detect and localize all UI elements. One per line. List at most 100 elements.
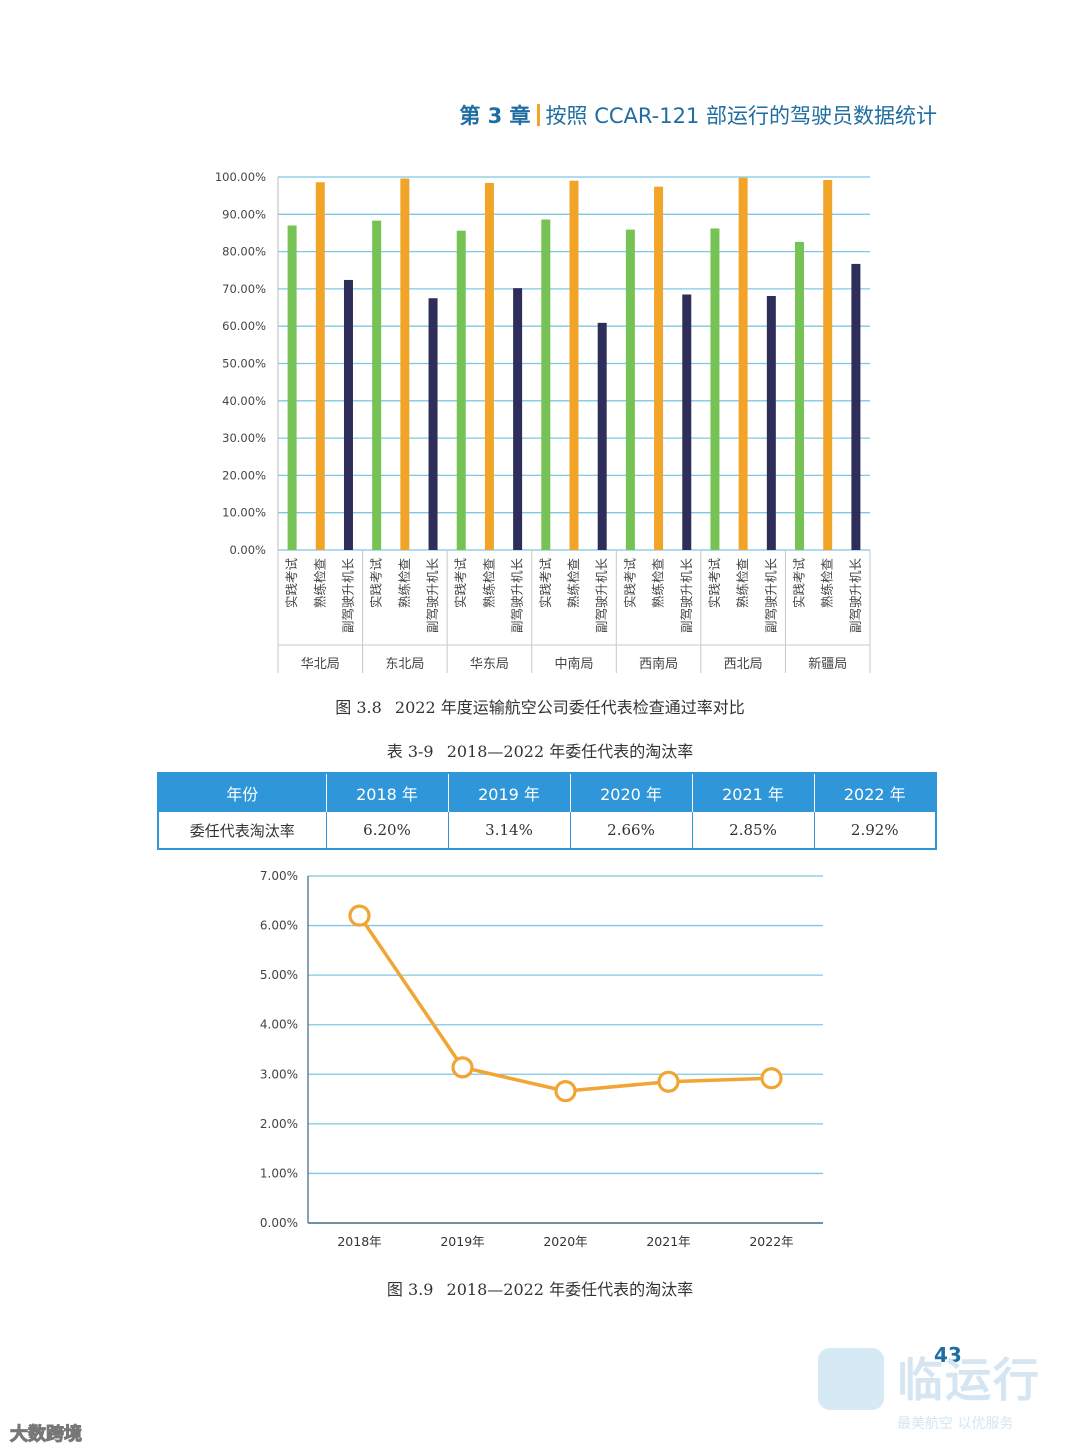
page-number: 43 — [934, 1343, 962, 1367]
bar-proficiency-check — [315, 182, 325, 551]
bar-practical-exam — [372, 220, 382, 550]
bar-series-label: 副驾驶升机长 — [340, 558, 355, 634]
bar-series-label: 熟练检查 — [312, 558, 327, 609]
line-point — [657, 1070, 680, 1093]
table-header-cell: 2021 年 — [692, 773, 815, 812]
line-point — [451, 1056, 474, 1079]
bar-chart-pass-rate: 0.00% 10.00% 20.00% 30.00% 40.00% 50.00% 60.00… — [215, 170, 871, 673]
bar-series-label: 实践考试 — [792, 558, 807, 609]
line-point — [760, 1067, 783, 1090]
bar-series-label: 副驾驶升机长 — [679, 558, 694, 634]
bar-y-tick-label: 10.00% — [222, 506, 266, 520]
bar-series-label: 熟练检查 — [651, 558, 666, 609]
bar-series-label: 实践考试 — [622, 558, 637, 609]
bar-practical-exam — [795, 241, 805, 550]
line-chart-elimination-rate: 0.00% 1.00% 2.00% 3.00% 4.00% 5.00% 6.00% 7.00%… — [260, 869, 823, 1249]
table-3-9-caption: 表 3-9 2018—2022 年委任代表的淘汰率 — [0, 738, 1080, 762]
line-x-tick-label: 2021年 — [646, 1234, 690, 1249]
table-header-cell: 2019 年 — [448, 773, 571, 812]
table-cell: 6.20% — [325, 811, 449, 850]
line-y-tick-label: 4.00% — [260, 1018, 298, 1032]
table-header-cell: 2018 年 — [326, 773, 449, 812]
bar-series-label: 实践考试 — [284, 558, 299, 609]
bar-y-tick-label: 0.00% — [229, 543, 266, 557]
line-point — [348, 904, 371, 927]
bar-group-label: 西北局 — [724, 657, 763, 672]
bar-proficiency-check — [569, 180, 579, 551]
line-x-tick-label: 2018年 — [337, 1234, 381, 1249]
bar-proficiency-check — [823, 179, 833, 550]
bar-y-tick-label: 70.00% — [222, 282, 266, 296]
bar-series-label: 熟练检查 — [566, 558, 581, 609]
bar-captain-upgrade — [851, 263, 861, 550]
figure-3-9-number: 图 3.9 — [386, 1280, 434, 1299]
bar-captain-upgrade — [513, 288, 523, 550]
figure-3-8-text: 2022 年度运输航空公司委任代表检查通过率对比 — [394, 698, 745, 717]
bar-captain-upgrade — [766, 295, 776, 550]
table-cell: 3.14% — [447, 811, 571, 850]
table-header-cell: 2020 年 — [570, 773, 693, 812]
bar-series-label: 副驾驶升机长 — [510, 558, 525, 634]
bar-practical-exam — [456, 230, 466, 550]
bar-chart-y-ticks: 0.00% 10.00% 20.00% 30.00% 40.00% 50.00% 60.00… — [215, 170, 266, 557]
table-cell: 2.92% — [813, 811, 937, 850]
chapter-header: 第 3 章按照 CCAR-121 部运行的驾驶员数据统计 — [459, 100, 937, 130]
header-divider — [536, 104, 540, 126]
table-header-cell: 2022 年 — [814, 773, 937, 812]
line-point — [554, 1080, 577, 1103]
table-header-cell: 年份 — [158, 773, 327, 812]
bar-proficiency-check — [654, 186, 664, 550]
line-x-tick-label: 2022年 — [749, 1234, 793, 1249]
table-cell: 2.66% — [569, 811, 693, 850]
figure-3-8-caption: 图 3.8 2022 年度运输航空公司委任代表检查通过率对比 — [0, 694, 1080, 718]
line-y-tick-label: 0.00% — [260, 1216, 298, 1230]
table-header-row: 年份 2018 年 2019 年 2020 年 2021 年 2022 年 — [158, 773, 937, 812]
bar-chart-bars — [287, 177, 861, 551]
bar-series-label: 副驾驶升机长 — [594, 558, 609, 634]
line-chart-y-ticks: 0.00% 1.00% 2.00% 3.00% 4.00% 5.00% 6.00% 7.00% — [260, 869, 298, 1230]
bar-series-label: 熟练检查 — [397, 558, 412, 609]
table-row: 委任代表淘汰率 6.20% 3.14% 2.66% 2.85% 2.92% — [157, 811, 937, 850]
table-cell: 2.85% — [691, 811, 815, 850]
line-y-tick-label: 2.00% — [260, 1117, 298, 1131]
line-chart-series — [348, 904, 783, 1103]
bar-proficiency-check — [484, 182, 494, 550]
bar-series-label: 熟练检查 — [820, 558, 835, 609]
table-3-9-text: 2018—2022 年委任代表的淘汰率 — [446, 742, 694, 761]
bar-series-label: 实践考试 — [538, 558, 553, 609]
bar-proficiency-check — [738, 177, 748, 550]
bar-series-label: 实践考试 — [453, 558, 468, 609]
line-x-tick-label: 2019年 — [440, 1234, 484, 1249]
bar-captain-upgrade — [428, 298, 438, 550]
chapter-number: 第 3 章 — [459, 104, 531, 128]
bar-y-tick-label: 80.00% — [222, 245, 266, 259]
bar-practical-exam — [287, 225, 297, 550]
bar-series-label: 副驾驶升机长 — [848, 558, 863, 634]
bar-captain-upgrade — [597, 322, 607, 550]
line-chart-grid — [307, 875, 823, 1224]
line-x-tick-label: 2020年 — [543, 1234, 587, 1249]
bar-series-label: 熟练检查 — [735, 558, 750, 609]
bar-proficiency-check — [400, 178, 410, 550]
line-y-tick-label: 7.00% — [260, 869, 298, 883]
watermark-bottom: 大数跨境 — [10, 1424, 83, 1446]
line-series-path — [358, 914, 772, 1093]
line-y-tick-label: 1.00% — [260, 1166, 298, 1180]
bar-group-label: 华东局 — [470, 657, 509, 672]
bar-y-tick-label: 20.00% — [222, 468, 266, 482]
line-chart-x-labels: 2018年 2019年 2020年 2021年 2022年 — [337, 1234, 793, 1249]
watermark-subtitle: 最美航空 以优服务 — [897, 1416, 1014, 1432]
line-y-tick-label: 3.00% — [260, 1067, 298, 1081]
bar-y-tick-label: 60.00% — [222, 319, 266, 333]
figure-3-9-caption: 图 3.9 2018—2022 年委任代表的淘汰率 — [0, 1276, 1080, 1300]
bar-series-label: 副驾驶升机长 — [763, 558, 778, 634]
table-3-9-number: 表 3-9 — [386, 742, 434, 761]
bar-y-tick-label: 100.00% — [215, 170, 266, 184]
line-y-tick-label: 6.00% — [260, 919, 298, 933]
bar-group-label: 中南局 — [554, 656, 593, 672]
bar-series-label: 实践考试 — [707, 558, 722, 609]
figure-3-8-number: 图 3.8 — [335, 698, 382, 717]
bar-y-tick-label: 40.00% — [222, 394, 266, 408]
bar-practical-exam — [625, 229, 635, 550]
